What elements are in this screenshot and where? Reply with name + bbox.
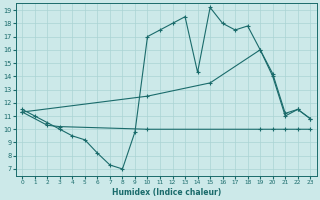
X-axis label: Humidex (Indice chaleur): Humidex (Indice chaleur) xyxy=(112,188,221,197)
